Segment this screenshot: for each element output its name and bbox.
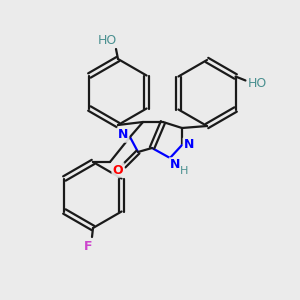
Text: HO: HO [98,34,117,46]
Text: O: O [113,164,123,176]
Text: HO: HO [248,77,267,90]
Text: N: N [170,158,180,172]
Text: F: F [84,239,92,253]
Text: N: N [184,139,194,152]
Text: N: N [118,128,128,142]
Text: H: H [180,166,188,176]
